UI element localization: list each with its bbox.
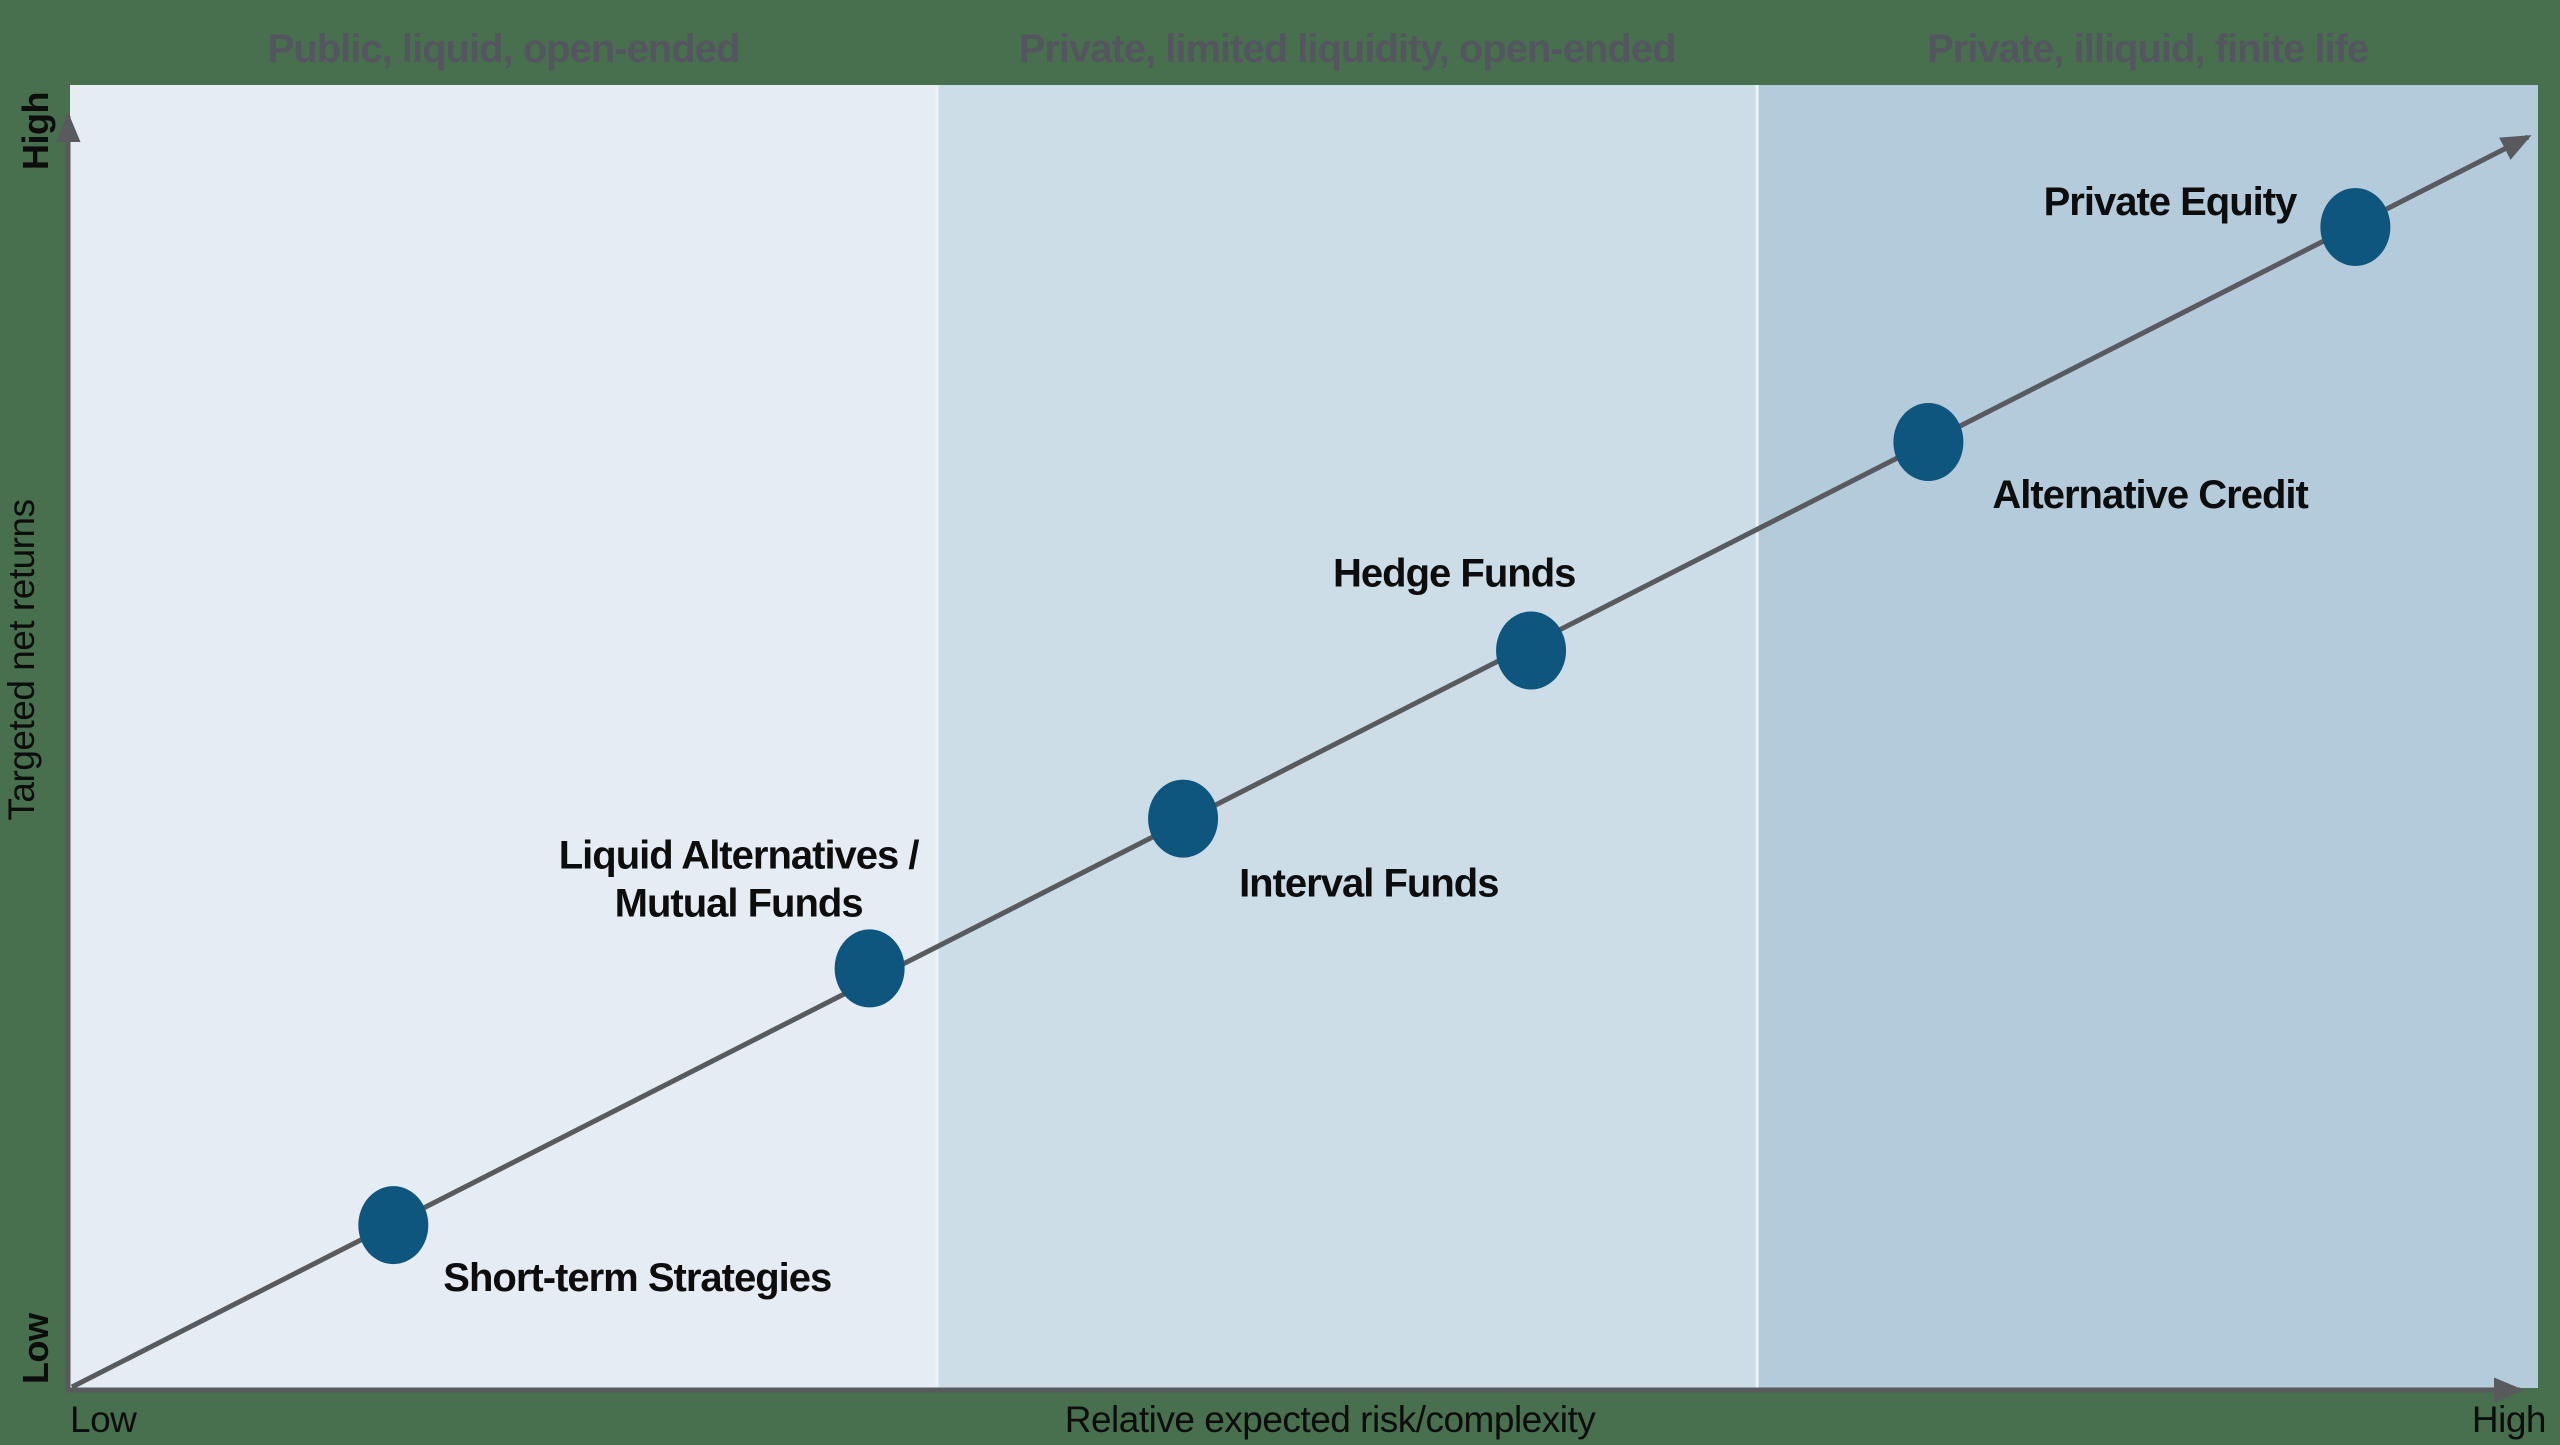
data-point-hedge-funds: Hedge Funds bbox=[1333, 552, 1576, 690]
zone-private-illiquid bbox=[1757, 85, 2538, 1388]
trend-arrow-line bbox=[70, 134, 2532, 1390]
zone-public-liquid bbox=[70, 85, 938, 1388]
short-term-strategies-dot bbox=[358, 1186, 429, 1265]
data-points: Short-term Strategies Liquid Alternative… bbox=[358, 180, 2391, 1300]
liquidity-zones bbox=[70, 85, 2538, 1388]
hedge-funds-dot bbox=[1496, 611, 1567, 690]
interval-funds-dot bbox=[1148, 779, 1219, 858]
data-point-liquid-alternatives-mutual-funds: Liquid Alternatives / Mutual Funds bbox=[559, 833, 920, 1008]
liquid-alternatives-dot bbox=[834, 929, 905, 1008]
zone-header-private-illiquid: Private, illiquid, finite life bbox=[1927, 27, 2368, 71]
y-axis-title: Targeted net returns bbox=[1, 499, 42, 820]
x-axis-low-label: Low bbox=[70, 1399, 137, 1440]
zone-header-public-liquid: Public, liquid, open-ended bbox=[268, 27, 740, 71]
y-axis-low-label: Low bbox=[15, 1312, 56, 1384]
data-point-interval-funds: Interval Funds bbox=[1148, 779, 1499, 906]
data-point-private-equity: Private Equity bbox=[2044, 180, 2391, 267]
short-term-strategies-label: Short-term Strategies bbox=[443, 1256, 831, 1300]
alternative-credit-label: Alternative Credit bbox=[1992, 473, 2308, 517]
data-point-short-term-strategies: Short-term Strategies bbox=[358, 1186, 832, 1300]
x-axis-high-label: High bbox=[2472, 1399, 2546, 1440]
alternative-credit-dot bbox=[1893, 403, 1964, 482]
zone-headers: Public, liquid, open-ended Private, limi… bbox=[268, 27, 2370, 71]
liquid-alternatives-label-line2: Mutual Funds bbox=[615, 881, 863, 925]
liquid-alternatives-label-line1: Liquid Alternatives / bbox=[559, 833, 920, 877]
hedge-funds-label: Hedge Funds bbox=[1333, 552, 1575, 596]
private-equity-label: Private Equity bbox=[2044, 180, 2299, 224]
private-equity-dot bbox=[2320, 188, 2391, 267]
x-axis-title: Relative expected risk/complexity bbox=[1065, 1399, 1596, 1440]
data-point-alternative-credit: Alternative Credit bbox=[1893, 403, 2310, 517]
interval-funds-label: Interval Funds bbox=[1239, 862, 1498, 906]
zone-header-private-limited: Private, limited liquidity, open-ended bbox=[1019, 27, 1676, 71]
y-axis-high-label: High bbox=[15, 92, 56, 170]
